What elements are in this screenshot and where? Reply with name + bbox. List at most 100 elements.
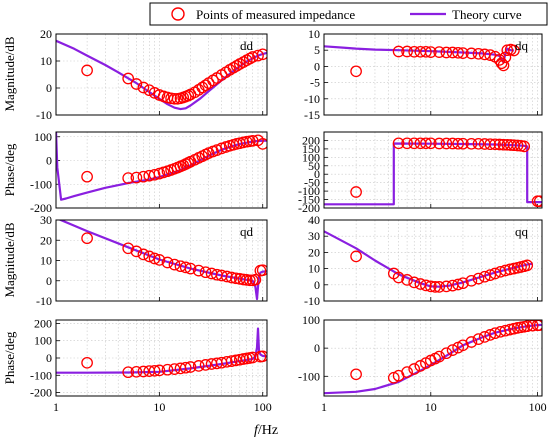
y-tick-label: 0 [46,81,52,95]
panel-frame [55,33,268,116]
measured-point [392,45,405,58]
measured-point [350,186,362,198]
measured-point [493,138,506,151]
x-tick-label: 1 [53,400,59,414]
measured-point [230,60,243,72]
measured-point [511,139,524,152]
measured-point [256,264,267,277]
panel-data [57,220,267,301]
measured-point [533,320,542,331]
legend-box [149,2,548,26]
measured-point [484,138,497,151]
x-axis-label-unit: /Hz [258,423,278,438]
legend-marker-icon [171,7,185,21]
panel-label-dq: dq [515,38,529,53]
x-tick-label: 1 [321,400,327,414]
measured-point [401,366,413,378]
measured-point [350,368,362,381]
measured-point [81,64,93,77]
measured-point [408,137,421,150]
measured-point [130,365,143,378]
measured-point [429,281,442,293]
y-tick-label: -15 [304,108,320,122]
measured-point [408,276,421,289]
panel-data [324,43,520,78]
measured-point [424,280,437,293]
measured-point [472,333,485,345]
x-tick-label: 100 [529,400,547,414]
measured-point [408,363,421,375]
y-tick-label: -10 [36,108,52,122]
measured-point [81,356,93,369]
measured-point [256,138,267,150]
panel-label-qd: qd [240,224,254,239]
panel-data [324,137,542,208]
panel-frame [323,319,543,397]
measured-point [81,170,93,183]
measured-point [148,364,161,377]
measured-point [508,44,520,57]
panel-background [324,34,542,115]
y-tick-label: 0 [314,278,320,292]
panel-data [56,39,267,111]
measured-point [225,355,238,367]
panel-background [56,34,267,115]
measured-point [484,329,497,341]
measured-point [137,248,150,261]
measured-point [440,46,453,59]
measured-point [122,72,135,85]
measured-point [168,363,181,375]
y-tick-label: -200 [30,201,52,215]
measured-point [424,137,437,150]
y-tick-label: -100 [298,184,320,198]
legend: Points of measured impedance Theory curv… [149,2,548,26]
measured-point [533,195,542,208]
panel-frame [323,33,543,116]
measured-point [221,355,233,368]
panel-dq-magnitude: -15 -10 -5 0 5 10 dq [304,27,543,122]
measured-point [350,65,362,78]
y-tick-label: 0 [46,351,52,365]
measured-point [179,261,192,274]
measured-point [446,344,459,356]
measured-point [457,47,469,59]
measured-point [199,266,212,279]
measured-point [472,272,485,285]
measured-point [420,279,432,292]
measured-point [392,271,405,284]
panel-data [324,320,542,395]
measured-point [401,45,413,58]
y-tick-label: -10 [36,294,52,308]
panel-frame [323,219,543,302]
y-axis-label: Magnitude/dB [2,36,17,111]
measured-point [465,47,478,60]
y-tick-label: 10 [308,27,320,41]
panel-data [324,230,534,293]
measured-point [452,278,464,291]
measured-point [122,366,135,379]
y-tick-label: 20 [308,245,320,259]
measured-point [440,137,453,150]
panel-frame [55,319,268,397]
measured-point [521,259,534,272]
y-tick-label: -50 [304,176,320,190]
measured-point [465,137,478,150]
y-tick-label: -5 [310,76,320,90]
y-tick-label: 100 [34,334,52,348]
measured-point [143,84,156,97]
x-tick-label: 10 [425,400,437,414]
measured-point [499,324,512,337]
x-axis-label: f/Hz [254,423,278,438]
y-tick-label: -100 [298,369,320,383]
x-tick-label: 100 [254,400,272,414]
measured-point [457,277,469,290]
theory-curve-line [56,39,267,111]
measured-point [168,92,181,105]
measured-point [184,262,197,275]
y-axis-label: Magnitude/dB [2,222,17,297]
measured-point [130,245,143,258]
measured-point [452,46,464,59]
measured-point [184,361,197,373]
measured-point [179,361,192,374]
measured-point [401,137,413,150]
